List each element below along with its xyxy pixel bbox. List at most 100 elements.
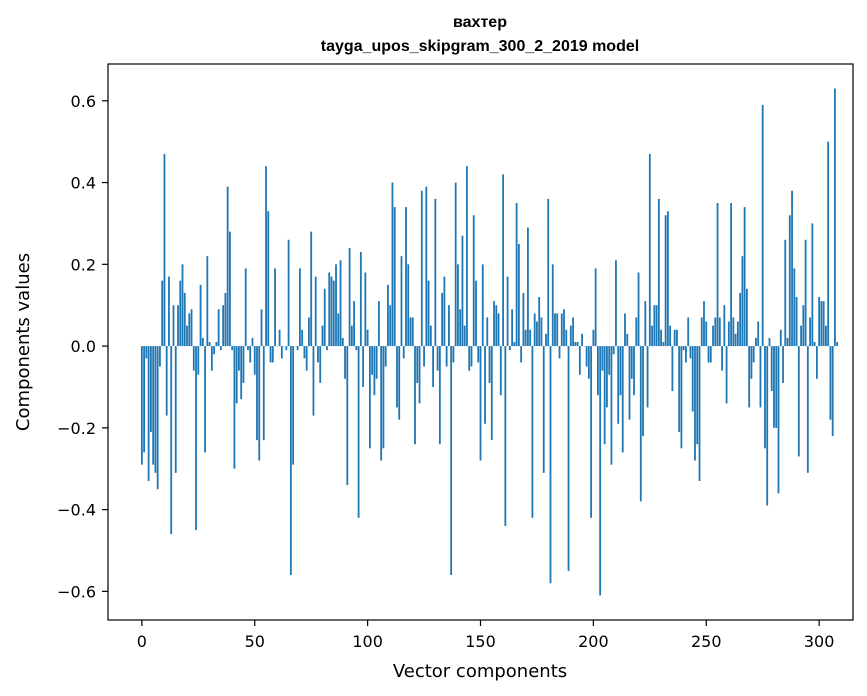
bar-158 xyxy=(497,313,500,347)
bar-30 xyxy=(208,342,211,347)
bar-187 xyxy=(563,309,565,347)
bar-246 xyxy=(696,346,699,445)
bar-77 xyxy=(314,276,317,347)
bar-170 xyxy=(524,329,527,347)
bar-32 xyxy=(213,346,216,355)
bar-33 xyxy=(215,342,218,347)
bar-250 xyxy=(705,321,708,347)
bar-203 xyxy=(599,346,602,596)
bar-300 xyxy=(818,297,821,347)
bar-31 xyxy=(210,346,213,371)
bar-305 xyxy=(829,346,832,420)
bar-39 xyxy=(229,231,231,347)
bar-165 xyxy=(513,342,516,347)
bar-235 xyxy=(671,346,674,392)
bar-237 xyxy=(676,329,678,347)
x-axis-ticks: 0 50 100 150 200 250 300 xyxy=(137,620,834,651)
bar-172 xyxy=(529,329,532,347)
bar-297 xyxy=(811,223,814,347)
bar-275 xyxy=(761,104,764,347)
bar-109 xyxy=(387,284,389,347)
bar-133 xyxy=(441,292,444,347)
bar-204 xyxy=(601,346,604,371)
bar-260 xyxy=(727,321,730,347)
bar-17 xyxy=(179,280,182,347)
bar-195 xyxy=(581,333,583,347)
bar-117 xyxy=(405,207,407,347)
bar-251 xyxy=(707,346,710,363)
bar-40 xyxy=(231,346,234,351)
bar-222 xyxy=(642,346,644,437)
bar-41 xyxy=(233,346,236,469)
bar-45 xyxy=(242,346,245,383)
bar-143 xyxy=(463,325,466,347)
bar-306 xyxy=(831,346,834,437)
x-tick-label: 0 xyxy=(137,632,147,651)
bar-116 xyxy=(402,346,405,359)
bar-153 xyxy=(486,317,489,347)
bar-159 xyxy=(499,346,502,396)
bar-283 xyxy=(779,329,782,347)
bar-257 xyxy=(721,346,723,371)
bar-228 xyxy=(655,305,658,347)
bar-160 xyxy=(502,174,504,347)
bar-43 xyxy=(238,346,240,371)
bar-290 xyxy=(795,297,798,347)
bar-36 xyxy=(222,305,225,347)
bar-239 xyxy=(680,346,683,449)
bar-147 xyxy=(472,215,475,347)
bar-244 xyxy=(691,346,694,412)
y-tick-label: 0.0 xyxy=(71,337,96,356)
bar-35 xyxy=(219,346,222,351)
bar-217 xyxy=(630,346,633,379)
bar-69 xyxy=(296,346,299,351)
bar-255 xyxy=(716,203,719,347)
bar-145 xyxy=(468,346,471,371)
bar-202 xyxy=(596,346,599,396)
bar-256 xyxy=(718,317,721,347)
y-axis-ticks: −0.6 −0.4 −0.2 0.0 0.2 0.4 0.6 xyxy=(57,92,108,601)
bar-148 xyxy=(475,280,477,347)
bar-65 xyxy=(287,239,290,347)
bar-21 xyxy=(188,313,191,347)
bar-73 xyxy=(305,346,308,371)
bar-161 xyxy=(504,346,507,526)
bar-81 xyxy=(323,288,326,347)
bar-146 xyxy=(470,346,473,367)
bar-144 xyxy=(466,166,468,347)
x-tick-label: 150 xyxy=(465,632,496,651)
bar-120 xyxy=(411,317,414,347)
bar-51 xyxy=(256,346,258,441)
bar-220 xyxy=(637,272,640,347)
bar-107 xyxy=(382,346,385,449)
bar-169 xyxy=(522,292,525,347)
bar-15 xyxy=(174,346,177,473)
bar-307 xyxy=(834,88,836,347)
bar-19 xyxy=(183,292,186,347)
bar-276 xyxy=(764,346,766,449)
bar-104 xyxy=(375,346,378,379)
bar-124 xyxy=(420,190,423,347)
bar-127 xyxy=(427,280,430,347)
bar-98 xyxy=(362,346,365,387)
bar-42 xyxy=(235,346,238,404)
bar-230 xyxy=(660,329,663,347)
bar-188 xyxy=(565,329,568,347)
bar-49 xyxy=(251,337,254,347)
bar-155 xyxy=(490,346,493,441)
bar-136 xyxy=(447,305,450,347)
bar-266 xyxy=(741,256,744,347)
bar-205 xyxy=(603,346,606,445)
bar-184 xyxy=(556,313,559,347)
bar-56 xyxy=(267,211,270,347)
bar-269 xyxy=(748,346,751,408)
bar-295 xyxy=(806,346,809,473)
bar-156 xyxy=(493,301,495,347)
y-tick-label: −0.2 xyxy=(57,419,96,438)
bar-111 xyxy=(391,182,394,347)
bar-288 xyxy=(791,190,793,347)
bar-245 xyxy=(694,346,696,461)
bar-167 xyxy=(517,243,520,347)
plot-frame xyxy=(107,63,854,621)
bar-262 xyxy=(732,317,735,347)
